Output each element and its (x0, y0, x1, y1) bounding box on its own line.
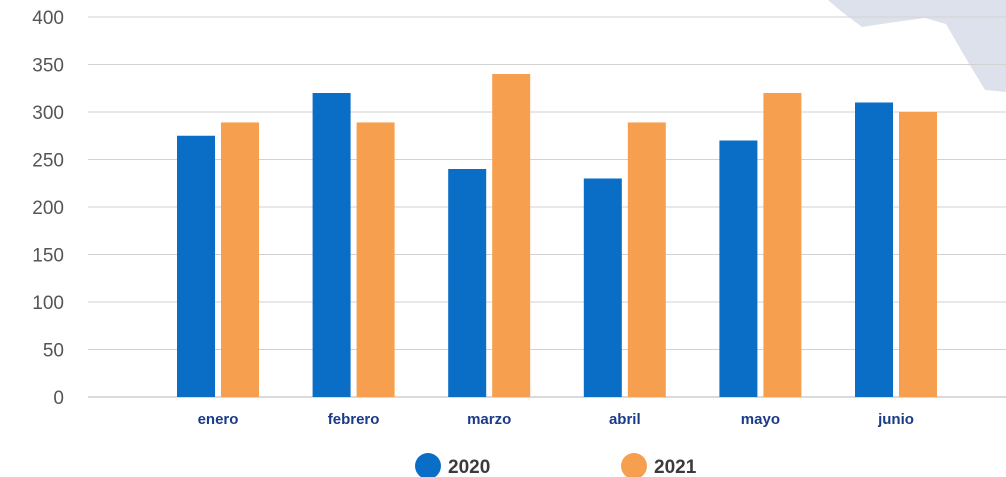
y-tick-label: 100 (32, 293, 64, 314)
x-tick-label: abril (609, 411, 641, 428)
legend-swatch-2020 (415, 453, 441, 477)
bar-2021-febrero (356, 122, 395, 397)
legend-swatch-2021 (621, 453, 647, 477)
legend: 2020 2021 (415, 453, 697, 477)
y-tick-label: 150 (32, 246, 64, 267)
y-axis-ticks: 0 50 100 150 200 250 300 350 400 (32, 8, 64, 409)
bar-2020-enero (177, 135, 215, 397)
bars (177, 74, 937, 397)
y-tick-label: 250 (32, 151, 64, 172)
y-tick-label: 200 (32, 198, 64, 219)
bar-2020-abril (583, 178, 622, 397)
bar-2021-mayo (763, 93, 802, 397)
bar-2020-mayo (719, 140, 758, 397)
legend-label-2020: 2020 (448, 457, 490, 477)
bar-2021-abril (627, 122, 666, 397)
y-tick-label: 0 (53, 388, 64, 409)
x-tick-label: enero (198, 411, 239, 428)
bar-2020-febrero (312, 93, 351, 397)
x-axis-ticks: enero febrero marzo abril mayo junio (198, 411, 914, 428)
bar-2021-marzo (492, 74, 531, 397)
y-tick-label: 50 (43, 341, 64, 362)
y-tick-label: 400 (32, 8, 64, 29)
bar-2020-junio (855, 102, 893, 397)
x-tick-label: febrero (328, 411, 380, 428)
x-tick-label: junio (877, 411, 914, 428)
map-shape-decoration (828, 0, 1006, 92)
bar-2021-junio (899, 112, 937, 397)
bar-2021-enero (221, 122, 259, 397)
legend-label-2021: 2021 (654, 457, 697, 477)
y-tick-label: 350 (32, 56, 64, 77)
x-tick-label: marzo (467, 411, 511, 428)
x-tick-label: mayo (741, 411, 780, 428)
y-tick-label: 300 (32, 103, 64, 124)
bar-2020-marzo (448, 169, 487, 397)
